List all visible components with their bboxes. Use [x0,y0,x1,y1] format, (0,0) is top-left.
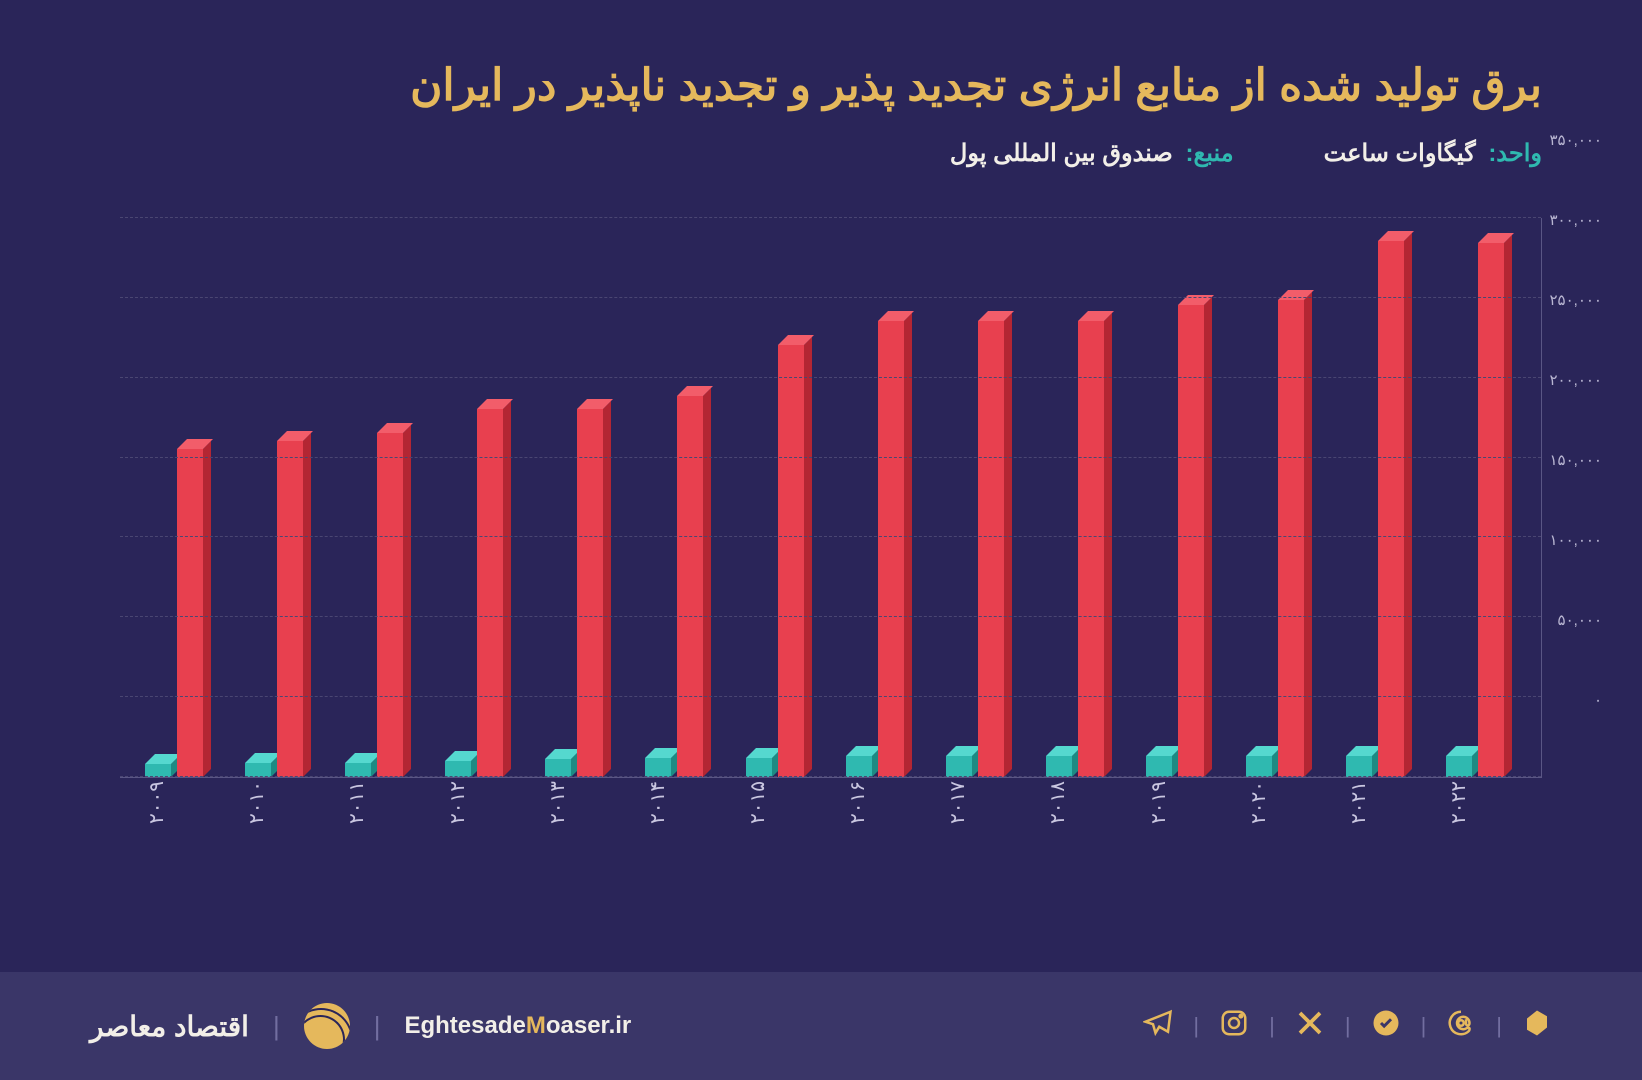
x-tick-label: ۲۰۱۹ [1147,778,1217,838]
bar-renewable [445,761,471,777]
y-tick-label: ۵۰,۰۰۰ [1542,611,1602,629]
header: برق تولید شده از منابع انرژی تجدید پذیر … [0,0,1642,188]
bar-group [245,441,315,777]
bar-group [545,409,615,777]
subtitle-row: واحد: گیگاوات ساعت منبع: صندوق بین الملل… [100,139,1542,168]
y-tick-label: ۲۰۰,۰۰۰ [1542,371,1602,389]
grid-line [120,297,1541,298]
bar-group [345,433,415,777]
bar-renewable [345,763,371,777]
grid-line [120,616,1541,617]
bar-group [1246,300,1316,777]
unit-label: واحد: [1488,140,1542,167]
chart-title: برق تولید شده از منابع انرژی تجدید پذیر … [100,60,1542,111]
bale-icon[interactable] [1371,1008,1401,1045]
bar-nonrenewable [1278,300,1304,777]
bar-nonrenewable [778,345,804,777]
source-label: منبع: [1185,140,1233,167]
y-tick-label: ۱۰۰,۰۰۰ [1542,531,1602,549]
plot-area [120,218,1542,778]
x-tick-label: ۲۰۱۳ [546,778,616,838]
bar-renewable [946,756,972,777]
bar-renewable [245,763,271,777]
chart: ۰۵۰,۰۰۰۱۰۰,۰۰۰۱۵۰,۰۰۰۲۰۰,۰۰۰۲۵۰,۰۰۰۳۰۰,۰… [120,218,1542,838]
brand-en: EghtesadeMoaser.ir [404,1012,631,1040]
source-value: صندوق بین المللی پول [950,140,1173,167]
bar-nonrenewable [1078,321,1104,777]
y-axis: ۰۵۰,۰۰۰۱۰۰,۰۰۰۱۵۰,۰۰۰۲۰۰,۰۰۰۲۵۰,۰۰۰۳۰۰,۰… [1542,218,1612,778]
bar-nonrenewable [177,449,203,777]
footer-brand: اقتصاد معاصر | | EghtesadeMoaser.ir [90,1003,631,1049]
x-tick-label: ۲۰۱۵ [746,778,816,838]
bars-container [120,218,1541,777]
x-axis: ۲۰۰۹ ۲۰۱۰ ۲۰۱۱ ۲۰۱۲ ۲۰۱۳ ۲۰۱۴ ۲۰۱۵ ۲۰۱۶ ۲۰۱۷ ۲۰۱۸… [120,778,1542,838]
bar-nonrenewable [377,433,403,777]
bar-nonrenewable [978,321,1004,777]
bar-group [445,409,515,777]
bar-nonrenewable [677,396,703,777]
x-tick-label: ۲۰۱۰ [245,778,315,838]
bar-group [145,449,215,777]
bar-group [746,345,816,777]
x-icon[interactable] [1295,1008,1325,1045]
logo-icon [304,1003,350,1049]
footer: اقتصاد معاصر | | EghtesadeMoaser.ir | | … [0,972,1642,1080]
grid-line [120,696,1541,697]
y-tick-label: ۳۵۰,۰۰۰ [1542,131,1602,149]
bar-renewable [645,758,671,777]
footer-social: | | | | | [1143,1008,1552,1045]
bar-renewable [1046,756,1072,777]
y-tick-label: ۱۵۰,۰۰۰ [1542,451,1602,469]
x-tick-label: ۲۰۲۲ [1447,778,1517,838]
bar-nonrenewable [577,409,603,777]
bar-renewable [746,758,772,777]
grid-line [120,457,1541,458]
bar-renewable [1446,756,1472,777]
bar-nonrenewable [878,321,904,777]
bar-group [1046,321,1116,777]
bar-renewable [545,759,571,777]
grid-line [120,217,1541,218]
x-tick-label: ۲۰۱۷ [946,778,1016,838]
divider-icon: | [273,1011,280,1042]
x-tick-label: ۲۰۱۴ [646,778,716,838]
rubika-icon[interactable] [1522,1008,1552,1045]
x-tick-label: ۲۰۱۸ [1046,778,1116,838]
instagram-icon[interactable] [1219,1008,1249,1045]
y-tick-label: ۲۵۰,۰۰۰ [1542,291,1602,309]
divider-icon: | [374,1011,381,1042]
bar-renewable [1146,756,1172,777]
bar-nonrenewable [277,441,303,777]
bar-group [846,321,916,777]
bar-renewable [846,756,872,777]
source-block: منبع: صندوق بین المللی پول [950,139,1234,168]
brand-fa: اقتصاد معاصر [90,1010,249,1043]
y-tick-label: ۰ [1542,691,1602,709]
x-tick-label: ۲۰۱۱ [345,778,415,838]
bar-renewable [1246,756,1272,777]
x-tick-label: ۲۰۱۲ [446,778,516,838]
x-tick-label: ۲۰۰۹ [145,778,215,838]
eitaa-icon[interactable] [1446,1008,1476,1045]
telegram-icon[interactable] [1143,1008,1173,1045]
bar-group [946,321,1016,777]
grid-line [120,536,1541,537]
bar-nonrenewable [477,409,503,777]
grid-line [120,776,1541,777]
x-tick-label: ۲۰۱۶ [846,778,916,838]
unit-value: گیگاوات ساعت [1324,140,1476,167]
y-tick-label: ۳۰۰,۰۰۰ [1542,211,1602,229]
x-tick-label: ۲۰۲۰ [1247,778,1317,838]
bar-renewable [1346,756,1372,777]
bar-group [645,396,715,777]
x-tick-label: ۲۰۲۱ [1347,778,1417,838]
unit-block: واحد: گیگاوات ساعت [1324,139,1542,168]
grid-line [120,377,1541,378]
